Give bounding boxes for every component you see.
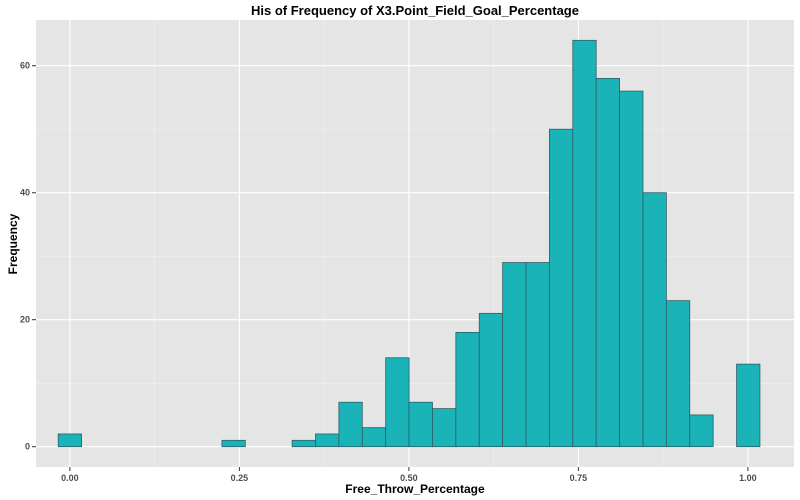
histogram-bar-0 — [57, 433, 82, 448]
x-tick-label: 0.00 — [61, 473, 79, 483]
histogram-bars — [57, 39, 761, 448]
histogram-bar-19 — [502, 262, 527, 448]
histogram-bar-21 — [549, 128, 574, 448]
y-axis: 0 20 40 60 — [20, 61, 36, 452]
histogram-bar-27 — [689, 414, 714, 448]
histogram-bar-17 — [455, 331, 480, 448]
y-tick-label: 0 — [25, 442, 30, 452]
histogram-bar-18 — [478, 312, 504, 448]
histogram-bar-23 — [595, 78, 620, 448]
y-tick-label: 60 — [20, 61, 30, 71]
histogram-bar-25 — [642, 192, 667, 448]
x-tick-label: 0.50 — [400, 473, 418, 483]
histogram-bar-16 — [432, 408, 457, 448]
histogram-bar-22 — [572, 39, 597, 448]
histogram-bar-24 — [619, 90, 644, 448]
histogram-bar-11 — [315, 433, 340, 448]
histogram-bar-12 — [338, 401, 363, 448]
y-tick-label: 40 — [20, 188, 30, 198]
histogram-bar-7 — [221, 439, 246, 448]
histogram-bar-14 — [385, 357, 410, 448]
x-tick-label: 0.75 — [570, 473, 588, 483]
histogram-bar-13 — [361, 427, 387, 448]
x-tick-label: 0.25 — [231, 473, 249, 483]
x-axis: 0.00 0.25 0.50 0.75 1.00 — [61, 467, 757, 483]
x-axis-title: Free_Throw_Percentage — [345, 482, 485, 496]
histogram-bar-26 — [665, 300, 691, 448]
histogram-bar-20 — [525, 262, 550, 448]
chart-title: His of Frequency of X3.Point_Field_Goal_… — [251, 3, 579, 18]
x-tick-label: 1.00 — [739, 473, 757, 483]
histogram-bar-29 — [736, 363, 761, 448]
y-axis-title: Frequency — [6, 213, 20, 274]
y-tick-label: 20 — [20, 315, 30, 325]
histogram-bar-15 — [408, 401, 433, 448]
histogram-bar-10 — [291, 439, 316, 448]
